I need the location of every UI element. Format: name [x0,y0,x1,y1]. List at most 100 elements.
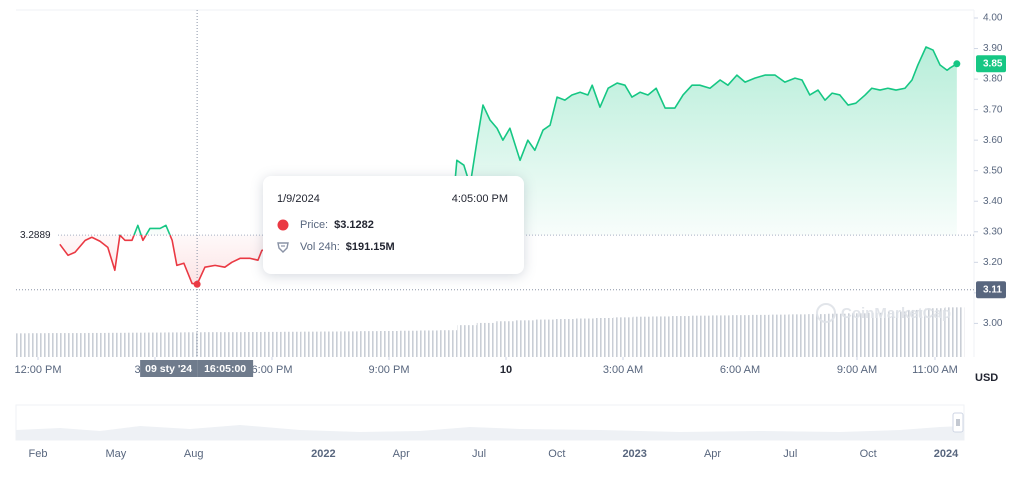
volume-bar [847,313,867,357]
volume-bar [145,332,165,357]
volume-bar [515,320,536,357]
crosshair-y-badge [976,281,1006,299]
volume-bar [340,331,360,357]
volume-bar [301,331,321,357]
crosshair-time-bg [197,360,254,377]
navigator-label: Jul [783,448,797,460]
x-tick-label: 6:00 PM [252,364,293,376]
x-tick-label: 11:00 AM [912,364,958,376]
baseline-label: 3.2889 [20,230,51,241]
volume-bar [223,332,243,357]
volume-bar [476,322,497,357]
watermark-logo [816,303,836,323]
volume-bar [184,332,204,357]
navigator-labels: Feb May Aug 2022 Apr Jul Oct 2023 Apr Jul Oct 2024 [29,448,960,460]
volume-bar [613,317,633,357]
plot [16,46,965,357]
volume-bar [671,316,692,357]
volume-bar [827,313,848,357]
volume-bar [86,332,107,357]
tooltip-date: 1/9/2024 [277,193,320,205]
crosshair-time: 16:05:00 [204,363,246,375]
volume-bar [242,332,263,357]
navigator-label: Apr [393,448,410,460]
baseline-label-bg [16,227,58,242]
navigator-area [16,425,964,440]
y-tick-label: 3.30 [983,226,1003,237]
watermark: CoinMarketCap [816,303,951,323]
tooltip-header: 1/9/2024 [277,193,320,205]
crosshair-y-label: 3.11 [983,284,1002,295]
volume-bar [574,318,594,357]
tooltip-price: $3.1282 [334,219,374,231]
volume-bar [47,333,68,357]
tooltip-price-label: Price: [300,219,329,231]
volume-bar [262,331,282,357]
last-price-label: 3.85 [983,58,1003,69]
y-tick-label: 3.70 [983,104,1003,115]
last-price-badge [976,55,1006,73]
volume-bar [749,314,770,357]
overlay: 3.2889 [16,10,978,357]
navigator-label: Apr [704,448,721,460]
price-dot-icon [277,219,289,231]
volume-bar [67,333,87,357]
volume-bar [593,318,614,357]
navigator-label: 2022 [311,448,335,460]
volume-bar [418,330,438,357]
navigator-label: 2024 [934,448,959,460]
y-tick-label: 4.00 [983,13,1003,24]
volume-bar [496,321,516,357]
x-tick-label: 6:00 AM [720,364,760,376]
navigator-label: Oct [860,448,877,460]
volume-bar [164,332,185,357]
x-tick-label: 12:00 PM [14,364,61,376]
volume-bar [886,311,906,357]
x-tick-label: 3:00 AM [603,364,643,376]
navigator-handle[interactable] [952,412,964,433]
y-tick-label: 3.60 [983,135,1003,146]
volume-bar [944,307,965,357]
tooltip-time: 4:05:00 PM [451,193,508,205]
navigator-label: Oct [548,448,565,460]
volume-bar [281,331,302,357]
crosshair-date-bg [140,360,198,377]
volume-bar [652,316,672,357]
volume-bar [203,332,224,357]
volume-bar [554,319,575,357]
navigator-label: Jul [472,448,486,460]
y-tick-label: 3.50 [983,165,1003,176]
volume-bar [691,315,711,357]
y-tick-label: 3.80 [983,74,1003,85]
volume-bar [320,331,341,357]
y-unit: USD [975,372,998,384]
x-tick-label: 9:00 PM [369,364,410,376]
tooltip-volume-row: Vol 24h: $191.15M [277,241,395,253]
volume-bar [106,332,126,357]
volume-bar [632,316,653,357]
volume-bar [730,315,750,357]
tooltip: 1/9/2024 4:05:00 PM Price: $3.1282 Vol 2… [263,176,524,274]
tooltip-volume: $191.15M [345,241,395,253]
last-point [953,60,961,68]
x-tick-label: 10 [500,364,512,376]
navigator-label: 2023 [622,448,646,460]
volume-bar [925,308,945,357]
volume-bar [437,330,458,357]
y-tick-label: 3.90 [983,43,1003,54]
price-line [59,46,958,286]
crosshair-date: 09 sty '24 [145,363,192,375]
y-tick-label: 3.20 [983,257,1003,268]
volume-bar [710,315,731,357]
volume-bar [808,314,828,357]
price-area [59,47,957,285]
tooltip-volume-label: Vol 24h: [300,241,340,253]
y-tick-label: 3.00 [983,318,1003,329]
tooltip-price-row: Price: $3.1282 [277,219,374,231]
navigator-label: Aug [184,448,204,460]
volume-bar [359,331,380,357]
volume-bar [398,330,419,357]
watermark-text: CoinMarketCap [841,305,951,322]
